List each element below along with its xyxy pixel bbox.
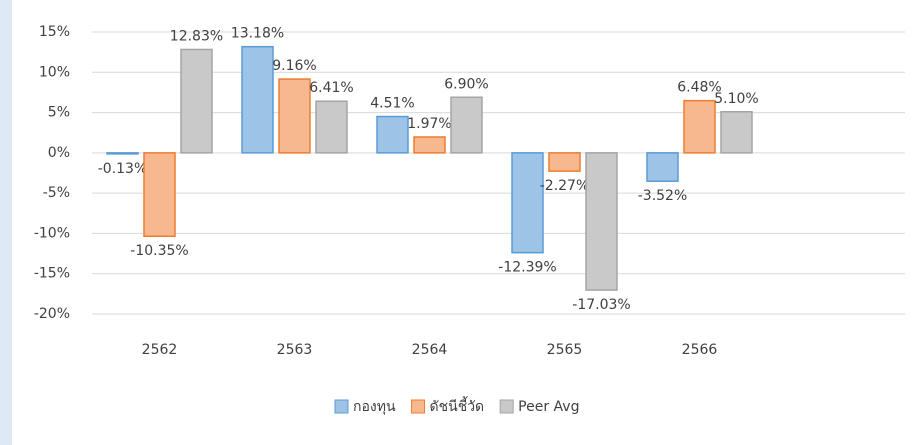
y-tick-label: 5% (48, 105, 70, 121)
legend-label: ดัชนีชี้วัด (430, 396, 485, 415)
bar (315, 100, 348, 154)
data-label: 5.10% (714, 91, 758, 107)
legend-swatch (411, 399, 426, 414)
x-tick-label: 2562 (142, 342, 178, 358)
data-label: 9.16% (272, 58, 316, 74)
legend-label: กองทุน (353, 399, 396, 415)
data-label: -12.39% (498, 260, 556, 276)
data-label: 6.41% (309, 80, 353, 96)
bar (106, 152, 139, 155)
y-tick-label: 0% (48, 145, 70, 161)
x-tick-label: 2564 (412, 342, 448, 358)
bar (413, 136, 446, 154)
bar (376, 115, 409, 154)
legend-swatch (499, 399, 514, 414)
bar (278, 78, 311, 154)
data-label: 13.18% (231, 26, 284, 42)
y-tick-label: 15% (39, 24, 70, 40)
data-label: 12.83% (170, 28, 223, 44)
legend-label: Peer Avg (518, 399, 579, 415)
data-label: 6.90% (444, 76, 488, 92)
bar (241, 45, 274, 154)
bar (450, 96, 483, 154)
bar (511, 152, 544, 254)
legend-swatch (334, 399, 349, 414)
bar (646, 152, 679, 182)
y-tick-label: -10% (34, 225, 70, 241)
bar (683, 99, 716, 154)
data-label: 4.51% (370, 96, 414, 112)
data-label: -0.13% (98, 161, 148, 177)
bar (720, 111, 753, 154)
data-label: -3.52% (638, 188, 688, 204)
x-tick-label: 2565 (547, 342, 583, 358)
data-label: -2.27% (540, 178, 590, 194)
y-tick-label: -15% (34, 266, 70, 282)
bar (585, 152, 618, 291)
y-tick-label: -5% (43, 185, 70, 201)
data-label: 1.97% (407, 116, 451, 132)
data-label: -17.03% (572, 297, 630, 313)
data-label: 6.48% (677, 80, 721, 96)
y-tick-label: -20% (34, 306, 70, 322)
bar (548, 152, 581, 172)
y-tick-label: 10% (39, 64, 70, 80)
data-label: -10.35% (130, 243, 188, 259)
bar (180, 48, 213, 154)
x-tick-label: 2566 (682, 342, 718, 358)
bar (143, 152, 176, 237)
x-tick-label: 2563 (277, 342, 313, 358)
